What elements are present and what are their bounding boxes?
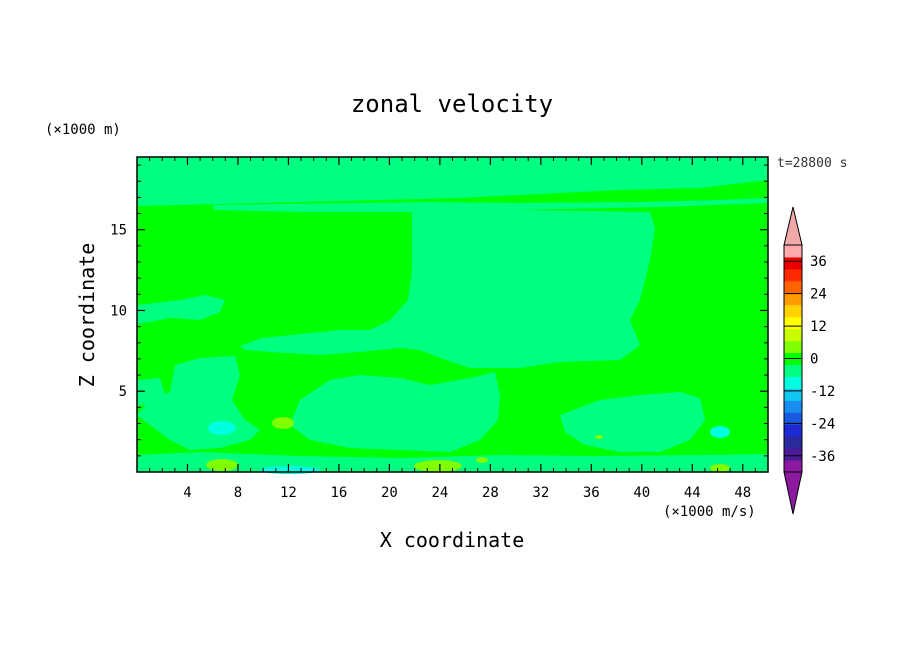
field-region-near-zero-top — [137, 157, 768, 206]
colorbar-under-arrow — [783, 471, 803, 515]
colorbar-tick-label: -24 — [810, 416, 835, 432]
colorbar-tick-label: 36 — [810, 254, 827, 270]
y-axis-label: Z coordinate — [75, 243, 99, 388]
colorbar-swatch — [784, 280, 802, 294]
field-region-weak-positive-6 — [476, 457, 488, 463]
colorbar-over-arrow — [783, 206, 803, 246]
field-region-weak-positive-3 — [414, 460, 462, 472]
x-tick-label: 28 — [482, 485, 499, 501]
field-region-weak-negative-1 — [208, 421, 236, 435]
y-tick-label: 10 — [110, 303, 127, 319]
colorbar: 36 24 12 0 -12 -24 -36 — [783, 206, 835, 515]
colorbar-swatch — [784, 364, 802, 377]
colorbar-swatch — [784, 400, 802, 413]
x-axis-label: X coordinate — [380, 528, 525, 552]
colorbar-tick-label: -12 — [810, 384, 835, 400]
field-region-weak-negative-2 — [710, 426, 730, 438]
colorbar-swatch — [784, 412, 802, 425]
x-tick-label: 8 — [234, 485, 242, 501]
colorbar-swatch — [784, 328, 802, 342]
field-region-near-zero-upper-band — [212, 198, 768, 212]
colorbar-tick-label: 24 — [810, 287, 827, 303]
colorbar-tick-label: 0 — [810, 352, 818, 368]
field-region-weak-positive-4 — [710, 464, 730, 472]
x-tick-label: 20 — [381, 485, 398, 501]
x-tick-label: 44 — [684, 485, 701, 501]
field-region-weak-positive-5 — [595, 435, 603, 439]
x-axis: 4 8 12 16 20 24 28 32 36 40 44 48 — [149, 157, 756, 501]
x-tick-label: 12 — [280, 485, 297, 501]
colorbar-swatch — [784, 424, 802, 437]
colorbar-swatch — [784, 245, 802, 258]
colorbar-swatch — [784, 460, 802, 473]
x-tick-label: 48 — [734, 485, 751, 501]
x-unit-label: (×1000 m/s) — [663, 504, 756, 520]
colorbar-tick-label: -36 — [810, 449, 835, 465]
x-tick-label: 16 — [330, 485, 347, 501]
x-tick-label: 32 — [532, 485, 549, 501]
colorbar-tick-label: 12 — [810, 319, 827, 335]
field-region-weak-positive-2 — [206, 459, 238, 471]
plot-area — [136, 156, 769, 474]
x-tick-label: 24 — [431, 485, 448, 501]
colorbar-swatch — [784, 292, 802, 306]
y-unit-label: (×1000 m) — [45, 122, 121, 138]
field-region-weak-positive-1 — [272, 417, 294, 429]
field-region-near-zero-central — [240, 210, 655, 368]
chart-title: zonal velocity — [351, 90, 553, 118]
colorbar-swatch — [784, 388, 802, 401]
field-region-weak-negative-3 — [260, 466, 320, 474]
colorbar-swatch — [784, 340, 802, 354]
field-region-near-zero-left-edge — [137, 378, 165, 405]
colorbar-swatch — [784, 376, 802, 389]
colorbar-swatch — [784, 316, 802, 330]
y-axis: 5 10 15 — [110, 164, 768, 457]
colorbar-swatch — [784, 436, 802, 449]
y-tick-label: 5 — [119, 384, 127, 400]
colorbar-swatch — [784, 304, 802, 318]
x-tick-label: 4 — [183, 485, 191, 501]
colorbar-swatch — [784, 268, 802, 282]
time-label: t=28800 s — [777, 156, 847, 171]
colorbar-swatch — [784, 256, 802, 270]
x-tick-label: 40 — [633, 485, 650, 501]
field-region-near-zero-left-mid — [137, 295, 225, 324]
field-region-near-zero-mid-low — [290, 372, 500, 452]
y-tick-label: 15 — [110, 223, 127, 239]
x-tick-label: 36 — [583, 485, 600, 501]
colorbar-swatch — [784, 448, 802, 461]
